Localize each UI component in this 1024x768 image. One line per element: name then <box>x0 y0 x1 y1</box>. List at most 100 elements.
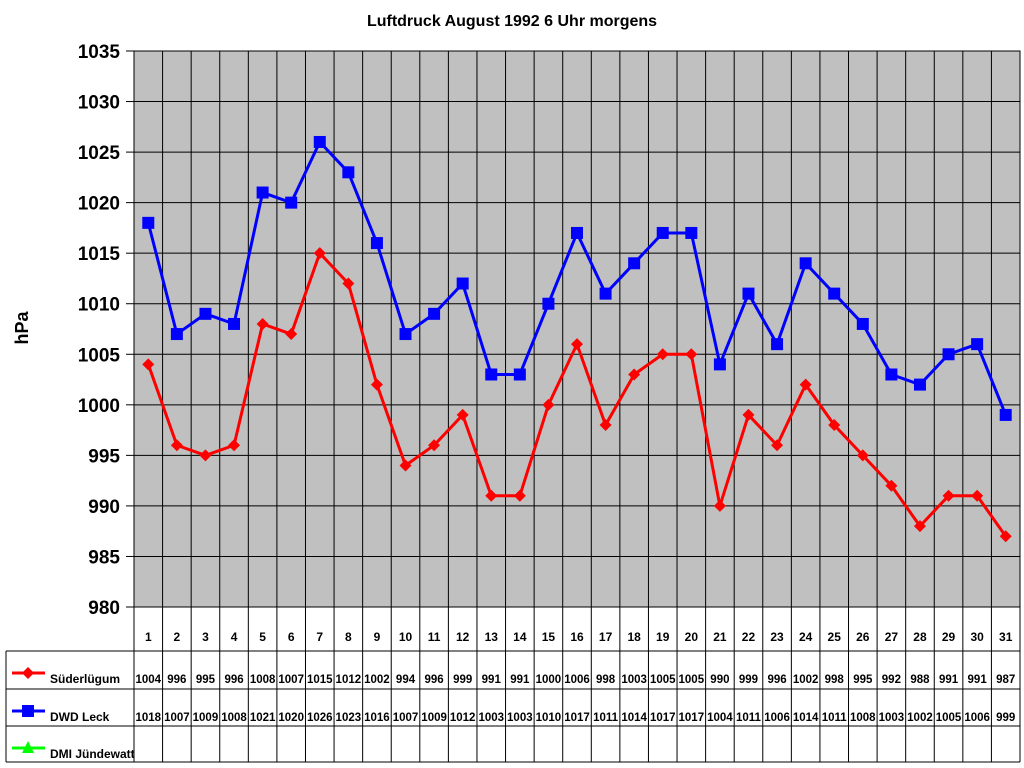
x-category-label: 5 <box>259 630 266 644</box>
table-value-s-derl-gum: 1008 <box>250 674 276 686</box>
table-value-s-derl-gum: 996 <box>167 674 186 686</box>
legend-marker-dwd-leck <box>22 705 34 717</box>
data-point-dwd-leck <box>971 338 984 351</box>
table-value-s-derl-gum: 1003 <box>621 674 647 686</box>
x-category-label: 27 <box>885 630 899 644</box>
table-value-dwd-leck: 1014 <box>621 712 647 724</box>
data-point-s-derl-gum <box>628 368 641 381</box>
data-point-dwd-leck <box>571 226 583 239</box>
y-tick-label: 1010 <box>78 295 120 316</box>
legend-label-dwd-leck: DWD Leck <box>50 710 110 724</box>
x-category-label: 25 <box>828 630 842 644</box>
table-value-s-derl-gum: 1002 <box>364 674 390 686</box>
data-point-dwd-leck <box>856 317 869 330</box>
data-point-dwd-leck <box>828 287 841 300</box>
data-point-s-derl-gum <box>170 439 183 452</box>
data-point-dwd-leck <box>285 196 298 209</box>
x-category-label: 13 <box>485 630 499 644</box>
table-value-s-derl-gum: 996 <box>425 674 444 686</box>
x-category-label: 16 <box>570 630 584 644</box>
y-tick-label: 1030 <box>78 93 120 114</box>
data-point-dwd-leck <box>885 368 898 381</box>
data-point-dwd-leck <box>342 166 355 179</box>
y-axis-label: hPa <box>12 311 32 345</box>
data-point-s-derl-gum <box>485 489 498 502</box>
table-value-dwd-leck: 1003 <box>478 712 504 724</box>
data-point-s-derl-gum <box>313 247 326 260</box>
table-value-s-derl-gum: 991 <box>939 674 959 686</box>
table-value-s-derl-gum: 999 <box>453 674 472 686</box>
table-value-dwd-leck: 1020 <box>278 712 304 724</box>
x-category-label: 31 <box>999 630 1013 644</box>
x-category-label: 18 <box>627 630 641 644</box>
table-value-dwd-leck: 1007 <box>393 712 419 724</box>
table-value-s-derl-gum: 998 <box>825 674 845 686</box>
table-value-dwd-leck: 1011 <box>593 712 619 724</box>
data-point-s-derl-gum <box>599 419 612 432</box>
y-tick-label: 1020 <box>78 194 120 215</box>
x-category-label: 21 <box>713 630 727 644</box>
y-tick-label: 995 <box>88 446 120 467</box>
data-point-dwd-leck <box>913 378 926 391</box>
data-point-s-derl-gum <box>142 358 155 371</box>
y-tick-label: 985 <box>88 547 120 568</box>
x-category-label: 23 <box>770 630 784 644</box>
x-category-label: 4 <box>231 630 238 644</box>
data-point-s-derl-gum <box>399 459 412 472</box>
data-point-s-derl-gum <box>685 348 698 361</box>
table-value-dwd-leck: 1008 <box>221 712 247 724</box>
table-value-s-derl-gum: 1006 <box>564 674 590 686</box>
data-point-s-derl-gum <box>999 530 1012 543</box>
table-value-s-derl-gum: 988 <box>910 674 930 686</box>
data-point-s-derl-gum <box>256 317 269 330</box>
table-value-s-derl-gum: 1015 <box>307 674 333 686</box>
data-point-dwd-leck <box>942 348 955 361</box>
x-category-label: 22 <box>742 630 756 644</box>
data-point-s-derl-gum <box>799 378 812 391</box>
table-value-dwd-leck: 1011 <box>822 712 848 724</box>
table-value-dwd-leck: 1023 <box>336 712 362 724</box>
data-point-dwd-leck <box>742 287 755 300</box>
table-value-dwd-leck: 1005 <box>936 712 962 724</box>
table-value-dwd-leck: 1017 <box>564 712 590 724</box>
data-point-s-derl-gum <box>342 277 355 290</box>
x-category-label: 9 <box>374 630 381 644</box>
chart-title: Luftdruck August 1992 6 Uhr morgens <box>367 13 657 30</box>
data-point-s-derl-gum <box>913 520 926 533</box>
data-point-dwd-leck <box>313 135 326 148</box>
table-value-dwd-leck: 1008 <box>850 712 876 724</box>
data-point-s-derl-gum <box>513 489 526 502</box>
x-category-label: 20 <box>685 630 699 644</box>
y-tick-label: 990 <box>88 497 120 518</box>
data-point-s-derl-gum <box>571 338 583 351</box>
data-point-dwd-leck <box>399 328 412 341</box>
table-value-s-derl-gum: 996 <box>767 674 786 686</box>
table-value-dwd-leck: 1002 <box>907 712 933 724</box>
table-value-dwd-leck: 1003 <box>507 712 533 724</box>
table-value-s-derl-gum: 992 <box>882 674 901 686</box>
x-category-label: 11 <box>428 630 441 644</box>
data-point-dwd-leck <box>456 277 469 290</box>
table-value-dwd-leck: 999 <box>996 712 1015 724</box>
data-point-dwd-leck <box>685 226 698 239</box>
x-category-label: 14 <box>513 630 527 644</box>
table-value-s-derl-gum: 1005 <box>650 674 676 686</box>
x-category-label: 28 <box>913 630 927 644</box>
data-point-s-derl-gum <box>456 408 469 421</box>
x-category-label: 7 <box>316 630 323 644</box>
table-value-s-derl-gum: 995 <box>196 674 216 686</box>
table-value-dwd-leck: 1017 <box>650 712 676 724</box>
x-category-label: 10 <box>399 630 413 644</box>
x-category-label: 6 <box>288 630 295 644</box>
table-value-dwd-leck: 1014 <box>793 712 819 724</box>
y-tick-label: 1025 <box>78 143 121 164</box>
data-point-dwd-leck <box>228 317 241 330</box>
data-point-dwd-leck <box>370 237 383 250</box>
table-value-s-derl-gum: 987 <box>996 674 1015 686</box>
data-point-dwd-leck <box>428 307 441 320</box>
data-point-dwd-leck <box>513 368 526 381</box>
y-tick-label: 1005 <box>78 345 121 366</box>
data-point-dwd-leck <box>628 257 641 270</box>
y-tick-label: 1015 <box>78 244 121 265</box>
data-point-dwd-leck <box>771 338 784 351</box>
